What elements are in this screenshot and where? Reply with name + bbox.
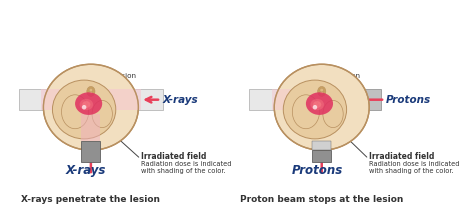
Text: X-rays: X-rays [163, 95, 198, 105]
Ellipse shape [274, 64, 369, 150]
Text: Irradiated field: Irradiated field [369, 152, 434, 161]
FancyBboxPatch shape [272, 89, 322, 110]
Ellipse shape [323, 100, 343, 128]
FancyBboxPatch shape [82, 67, 100, 148]
Ellipse shape [82, 101, 91, 108]
FancyBboxPatch shape [312, 103, 331, 130]
Text: X-rays: X-rays [66, 164, 106, 177]
Ellipse shape [80, 99, 93, 110]
Circle shape [313, 105, 317, 109]
Ellipse shape [310, 99, 324, 110]
Ellipse shape [87, 86, 95, 96]
FancyBboxPatch shape [82, 141, 100, 161]
Circle shape [320, 91, 324, 95]
FancyBboxPatch shape [249, 89, 322, 110]
Ellipse shape [44, 64, 138, 150]
FancyBboxPatch shape [312, 130, 331, 148]
Ellipse shape [75, 92, 102, 115]
Text: Irradiated field: Irradiated field [141, 152, 206, 161]
Ellipse shape [306, 92, 333, 115]
Text: Radiation dose is indicated
with shading of the color.: Radiation dose is indicated with shading… [369, 161, 459, 174]
Circle shape [320, 88, 324, 92]
FancyBboxPatch shape [41, 89, 141, 110]
Ellipse shape [62, 95, 89, 129]
Ellipse shape [283, 80, 346, 139]
Text: X-rays penetrate the lesion: X-rays penetrate the lesion [21, 195, 160, 204]
FancyBboxPatch shape [82, 114, 100, 141]
Ellipse shape [292, 95, 319, 129]
Ellipse shape [318, 86, 326, 96]
Text: Protons: Protons [386, 95, 431, 105]
FancyBboxPatch shape [312, 150, 331, 161]
Circle shape [89, 88, 93, 92]
Circle shape [82, 105, 86, 109]
Text: Proton beam stops at the lesion: Proton beam stops at the lesion [240, 195, 403, 204]
Ellipse shape [92, 100, 112, 128]
Ellipse shape [313, 101, 321, 108]
Circle shape [89, 91, 93, 95]
Ellipse shape [53, 80, 116, 139]
FancyBboxPatch shape [18, 89, 163, 110]
Text: Lesion: Lesion [337, 73, 361, 79]
Text: Radiation dose is indicated
with shading of the color.: Radiation dose is indicated with shading… [141, 161, 231, 174]
Text: Lesion: Lesion [113, 73, 137, 79]
Text: Protons: Protons [292, 164, 343, 177]
FancyBboxPatch shape [344, 89, 381, 110]
FancyBboxPatch shape [312, 141, 331, 150]
